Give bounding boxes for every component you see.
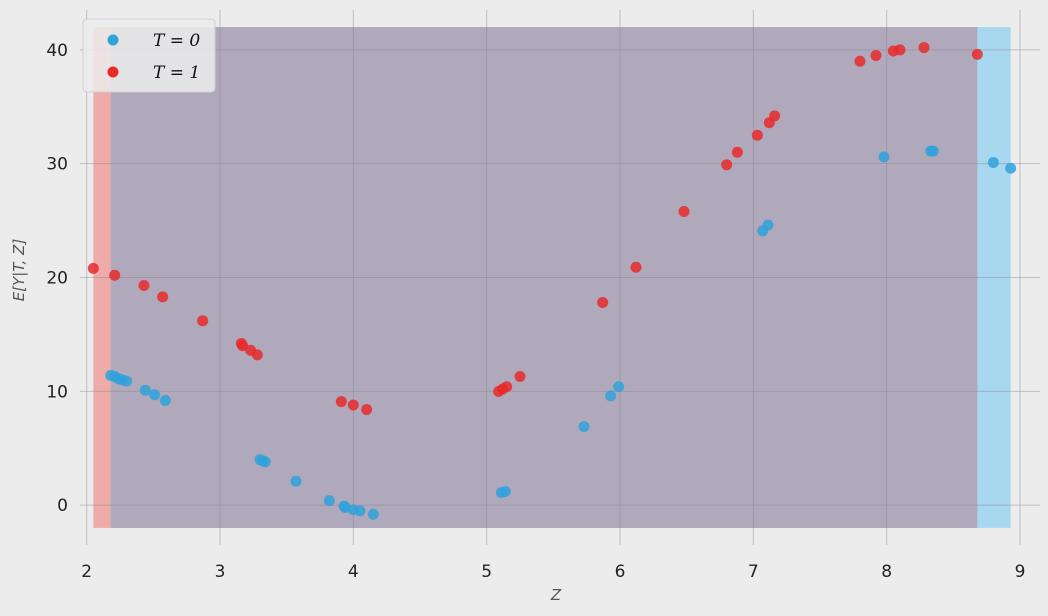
point-t1 xyxy=(721,159,733,171)
point-t0 xyxy=(878,151,890,163)
legend-marker-t0 xyxy=(107,34,119,46)
point-t1 xyxy=(138,279,150,291)
y-tick-label: 0 xyxy=(57,496,68,516)
y-tick-label: 40 xyxy=(46,41,68,61)
point-t1 xyxy=(894,44,906,56)
point-t1 xyxy=(597,297,609,309)
legend: T = 0 T = 1 xyxy=(82,18,216,93)
point-t1 xyxy=(109,269,121,281)
x-tick-label: 2 xyxy=(81,562,92,582)
y-tick-label: 20 xyxy=(46,269,68,289)
point-t1 xyxy=(971,48,983,60)
point-t1 xyxy=(678,205,690,217)
point-t1 xyxy=(854,55,866,67)
legend-label-t1: T = 1 xyxy=(153,63,200,83)
point-t1 xyxy=(157,291,169,303)
data-points xyxy=(87,42,1017,520)
point-t0 xyxy=(613,381,625,393)
legend-label-t0: T = 0 xyxy=(153,31,200,51)
point-t1 xyxy=(361,404,373,416)
point-t0 xyxy=(159,394,171,406)
band-overlap xyxy=(110,27,978,528)
point-t1 xyxy=(237,340,249,352)
point-t0 xyxy=(1005,162,1017,174)
y-tick-labels: 0 10 20 30 40 xyxy=(46,41,68,516)
x-tick-label: 5 xyxy=(481,562,492,582)
point-t0 xyxy=(499,486,511,497)
point-t1 xyxy=(630,261,642,273)
x-tick-label: 3 xyxy=(215,562,226,582)
point-t0 xyxy=(139,384,151,396)
point-t1 xyxy=(918,42,930,54)
x-tick-label: 4 xyxy=(348,562,359,582)
point-t0 xyxy=(323,495,335,507)
point-t0 xyxy=(259,456,271,468)
point-t0 xyxy=(762,219,774,231)
point-t0 xyxy=(927,145,939,157)
point-t0 xyxy=(605,390,617,402)
x-tick-label: 9 xyxy=(1015,562,1026,582)
point-t1 xyxy=(87,262,99,274)
point-t0 xyxy=(121,375,133,387)
y-tick-label: 30 xyxy=(46,155,68,175)
point-t0 xyxy=(367,508,379,520)
point-t1 xyxy=(870,50,882,62)
x-tick-label: 7 xyxy=(748,562,759,582)
grid-lines xyxy=(80,10,1040,545)
shaded-regions xyxy=(93,27,1011,528)
point-t1 xyxy=(501,381,513,393)
x-tick-label: 6 xyxy=(615,562,626,582)
y-tick-label: 10 xyxy=(46,382,68,402)
legend-marker-t1 xyxy=(107,66,119,78)
y-axis-label: E[Y|T, Z] xyxy=(10,239,28,302)
x-axis-label: Z xyxy=(550,586,562,604)
point-t0 xyxy=(354,505,366,517)
point-t1 xyxy=(347,399,359,411)
point-t1 xyxy=(731,146,743,158)
point-t1 xyxy=(751,129,763,141)
point-t0 xyxy=(578,421,590,433)
x-tick-labels: 2 3 4 5 6 7 8 9 xyxy=(81,562,1025,582)
x-tick-label: 8 xyxy=(881,562,892,582)
point-t1 xyxy=(514,371,526,383)
point-t1 xyxy=(769,110,781,122)
point-t0 xyxy=(290,475,302,487)
point-t0 xyxy=(149,389,161,401)
point-t1 xyxy=(197,315,209,327)
point-t1 xyxy=(335,396,347,408)
point-t1 xyxy=(251,349,263,361)
point-t0 xyxy=(987,157,999,169)
